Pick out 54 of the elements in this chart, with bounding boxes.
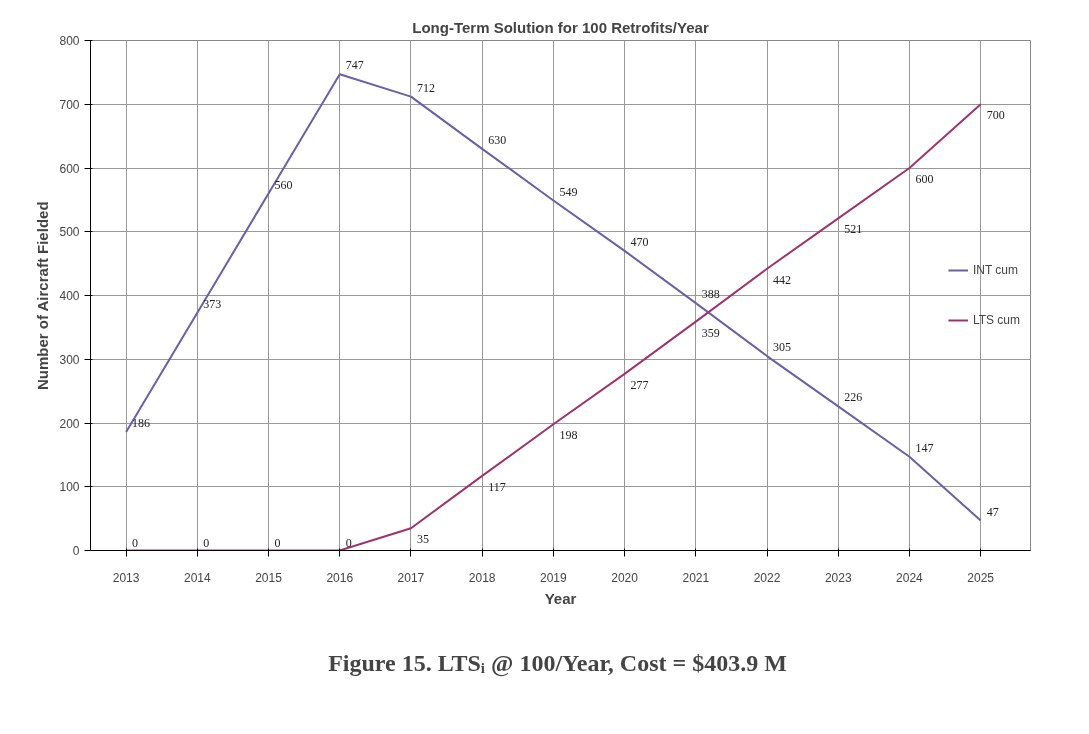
legend-label: INT cum <box>972 263 1018 277</box>
data-label: 600 <box>915 172 934 186</box>
data-label: 0 <box>203 535 210 550</box>
y-tick-label: 100 <box>59 480 80 495</box>
x-tick-label: 2025 <box>967 570 995 585</box>
x-tick-label: 2020 <box>611 570 639 585</box>
x-tick-label: 2017 <box>397 570 425 585</box>
data-label: 560 <box>274 177 293 192</box>
y-tick-label: 800 <box>59 34 80 48</box>
caption: Figure 15. LTSᵢ @ 100/Year, Cost = $403.9 M <box>328 649 787 677</box>
data-label: 470 <box>630 234 649 249</box>
y-tick-label: 500 <box>59 225 80 240</box>
y-tick-label: 700 <box>59 97 80 112</box>
data-label: 0 <box>132 535 139 550</box>
x-tick-label: 2024 <box>896 570 924 585</box>
data-label: 47 <box>986 504 999 519</box>
chart-title: Long-Term Solution for 100 Retrofits/Year <box>412 18 709 36</box>
data-label: 549 <box>559 184 578 199</box>
data-label: 277 <box>630 377 649 392</box>
x-tick-label: 2014 <box>183 570 211 585</box>
x-tick-label: 2019 <box>540 570 568 585</box>
data-label: 630 <box>488 132 507 147</box>
x-axis-title: Year <box>544 589 577 607</box>
data-label: 747 <box>345 58 364 73</box>
data-label: 147 <box>915 440 934 455</box>
data-label: 373 <box>203 296 222 311</box>
data-label: 35 <box>416 532 429 547</box>
x-tick-label: 2022 <box>753 570 781 585</box>
y-tick-label: 300 <box>59 352 80 367</box>
data-label: 388 <box>701 287 720 302</box>
data-label: 198 <box>559 428 578 443</box>
y-axis-title: Number of Aircraft Fielded <box>34 201 52 391</box>
data-label: 186 <box>132 415 151 430</box>
data-label: 0 <box>345 535 352 550</box>
x-tick-label: 2018 <box>468 570 496 585</box>
data-label: 442 <box>773 272 792 287</box>
x-tick-label: 2013 <box>112 570 140 585</box>
data-label: 712 <box>416 80 435 95</box>
x-tick-label: 2021 <box>682 570 710 585</box>
x-tick-label: 2023 <box>824 570 852 585</box>
x-tick-label: 2016 <box>326 570 354 585</box>
y-tick-label: 600 <box>59 161 80 176</box>
x-tick-label: 2015 <box>255 570 283 585</box>
data-label: 117 <box>488 479 506 494</box>
data-label: 305 <box>773 340 792 355</box>
data-label: 700 <box>986 108 1005 123</box>
data-label: 521 <box>844 222 863 237</box>
y-tick-label: 400 <box>59 289 80 303</box>
y-tick-label: 0 <box>72 544 80 558</box>
data-label: 226 <box>844 390 863 405</box>
data-label: 359 <box>701 325 720 340</box>
legend-label: LTS cum <box>972 313 1020 327</box>
y-tick-label: 200 <box>59 416 80 431</box>
data-label: 0 <box>274 535 281 550</box>
